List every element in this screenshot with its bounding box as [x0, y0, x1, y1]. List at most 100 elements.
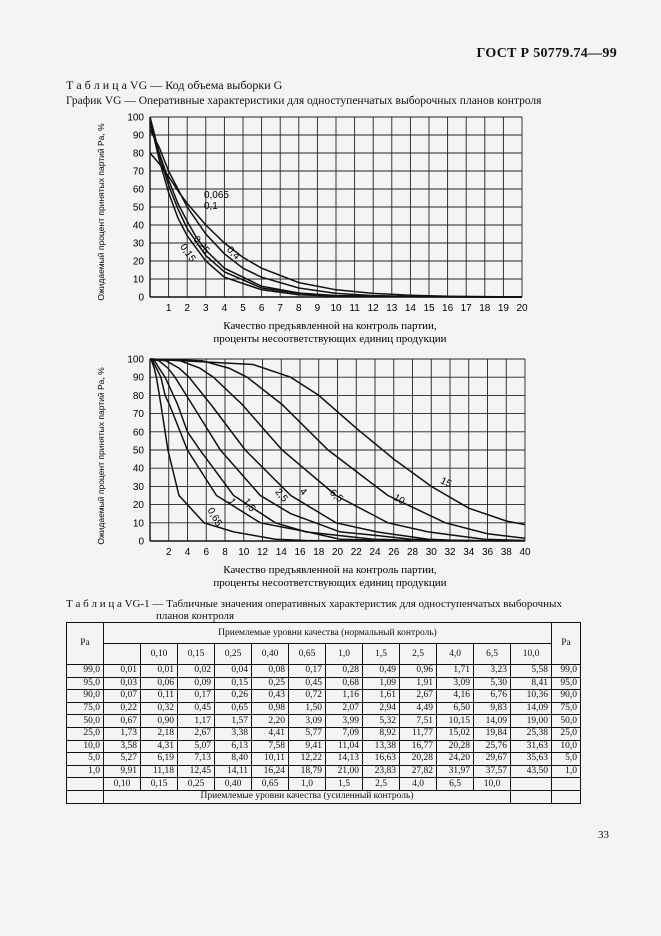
- table-cell: 5,58: [510, 664, 552, 678]
- table-vg-title: Т а б л и ц а VG — Код объема выборки G: [66, 78, 283, 92]
- chart2-series-10: [149, 358, 526, 540]
- chart1-series-0_25: [149, 129, 523, 298]
- pa-value: 5,0: [551, 752, 581, 766]
- chart1-x-tick-label: 11: [349, 303, 360, 314]
- table-cell: 25,76: [473, 739, 511, 754]
- chart1-x-tick-label: 12: [368, 303, 380, 314]
- tightened-aql-header: Приемлемые уровни качества (усиленный ко…: [103, 789, 511, 804]
- table-cell: 25,38: [510, 726, 552, 741]
- chart1-series-0_4: [149, 152, 523, 298]
- table-row: 99,0 0,01 0,01 0,02 0,04 0,08 0,17 0,28 0,49 0,96…: [66, 664, 581, 678]
- chart1-y-tick-label: 50: [133, 203, 145, 214]
- table-cell: 1,50: [288, 701, 326, 716]
- chart2-x-tick-label: 8: [222, 547, 228, 558]
- normal-aql-level: 1,5: [362, 643, 400, 665]
- chart1-x-tick-label: 3: [203, 303, 209, 314]
- table-cell: 31,97: [436, 764, 474, 779]
- table-cell: 10,11: [251, 752, 289, 766]
- table-cell: 20,28: [436, 739, 474, 754]
- chart2-xlabel-line2: проценты несоответствующих единиц продук…: [213, 577, 446, 589]
- table-cell: 0,17: [288, 664, 326, 678]
- chart2-y-tick-label: 10: [133, 518, 145, 529]
- chart2-x-tick-label: 28: [407, 547, 419, 558]
- pa-value: 10,0: [551, 739, 581, 754]
- chart1-x-tick-label: 17: [461, 303, 473, 314]
- chart2-y-tick-label: 0: [138, 537, 144, 548]
- table-cell: 4,16: [436, 689, 474, 703]
- normal-aql-level: 4,0: [436, 643, 474, 665]
- table-cell: 14,09: [473, 714, 511, 728]
- table-cell: 1,57: [214, 714, 252, 728]
- table-cell: 9,41: [288, 739, 326, 754]
- table-cell: 10,15: [436, 714, 474, 728]
- table-cell: 5,32: [362, 714, 400, 728]
- chart2-series-0_65: [149, 358, 374, 542]
- pa-value: 90,0: [551, 689, 581, 703]
- table-cell: 8,92: [362, 726, 400, 741]
- table-cell: 6,19: [140, 752, 178, 766]
- table-cell: 0,65: [214, 701, 252, 716]
- table-cell: 0,09: [177, 676, 215, 691]
- table-cell: 0,49: [362, 664, 400, 678]
- chart2-x-tick-label: 40: [519, 547, 531, 558]
- table-cell: 0,45: [288, 676, 326, 691]
- chart2-x-tick-label: 34: [463, 547, 475, 558]
- chart2-grid: [150, 358, 526, 542]
- table-cell: 0,90: [140, 714, 178, 728]
- table-cell: 18,79: [288, 764, 326, 779]
- table-cell: 4,41: [251, 726, 289, 741]
- table-cell: 12,45: [177, 764, 215, 779]
- table-row: 75,0 0,22 0,32 0,45 0,65 0,98 1,50 2,07 2,94 4,49…: [66, 701, 581, 716]
- chart2-x-tick-label: 18: [313, 547, 325, 558]
- table-cell: 2,67: [177, 726, 215, 741]
- table-row: 10,0 3,58 4,31 5,07 6,13 7,58 9,41 11,04 13,38 16…: [66, 739, 581, 754]
- chart2-series-4: [149, 358, 507, 542]
- table-cell: 2,07: [325, 701, 363, 716]
- chart2-y-tick-label: 100: [127, 355, 144, 366]
- table-cell: 15,02: [436, 726, 474, 741]
- chart1-xlabel-line1: Качество предъявленной на контроль парти…: [223, 320, 437, 332]
- table-cell: 5,27: [103, 752, 141, 766]
- table-cell: 9,91: [103, 764, 141, 779]
- pa-value: 90,0: [66, 689, 104, 703]
- table-cell: 23,83: [362, 764, 400, 779]
- table-vg1: Pa Приемлемые уровни качества (нормальный…: [66, 622, 581, 804]
- chart1-x-tick-label: 20: [516, 303, 528, 314]
- table-cell: 9,83: [473, 701, 511, 716]
- table-cell: 31,63: [510, 739, 552, 754]
- tightened-aql-level: 0,10: [103, 777, 141, 791]
- table-cell: 0,07: [103, 689, 141, 703]
- pa-value: 10,0: [66, 739, 104, 754]
- pa-value: 95,0: [66, 676, 104, 691]
- table-cell: 0,04: [214, 664, 252, 678]
- chart2-series-2_5: [149, 358, 469, 542]
- pa-value: 50,0: [66, 714, 104, 728]
- table-cell: 1,61: [362, 689, 400, 703]
- pa-value: 5,0: [66, 752, 104, 766]
- table-cell: 11,18: [140, 764, 178, 779]
- chart1-x-tick-label: 14: [405, 303, 417, 314]
- tightened-aql-level: 0,15: [140, 777, 178, 791]
- chart2-x-tick-label: 20: [332, 547, 344, 558]
- chart1-x-tick-label: 5: [240, 303, 246, 314]
- chart1-series-label: 0,1: [204, 201, 218, 212]
- tightened-aql-level: 1,0: [288, 777, 326, 791]
- table-cell: 16,63: [362, 752, 400, 766]
- chart1-y-tick-label: 70: [133, 167, 145, 178]
- table-cell: 0,96: [399, 664, 437, 678]
- pa-value: 75,0: [66, 701, 104, 716]
- chart2-y-tick-label: 70: [133, 409, 145, 420]
- tightened-aql-level: 2,5: [362, 777, 400, 791]
- chart2-series-1_5: [149, 358, 432, 542]
- table-cell: 19,00: [510, 714, 552, 728]
- chart2-x-tick-label: 10: [238, 547, 250, 558]
- table-vg1-title: Т а б л и ц а VG-1 — Табличные значения …: [66, 598, 626, 622]
- chart2-x-tick-label: 30: [426, 547, 438, 558]
- tightened-aql-level: 10,0: [473, 777, 511, 791]
- chart1-y-tick-label: 80: [133, 149, 145, 160]
- table-cell: 2,67: [399, 689, 437, 703]
- normal-aql-level: 0,15: [177, 643, 215, 665]
- table-cell: 5,77: [288, 726, 326, 741]
- chart2-x-tick-label: 22: [351, 547, 363, 558]
- table-cell: 6,13: [214, 739, 252, 754]
